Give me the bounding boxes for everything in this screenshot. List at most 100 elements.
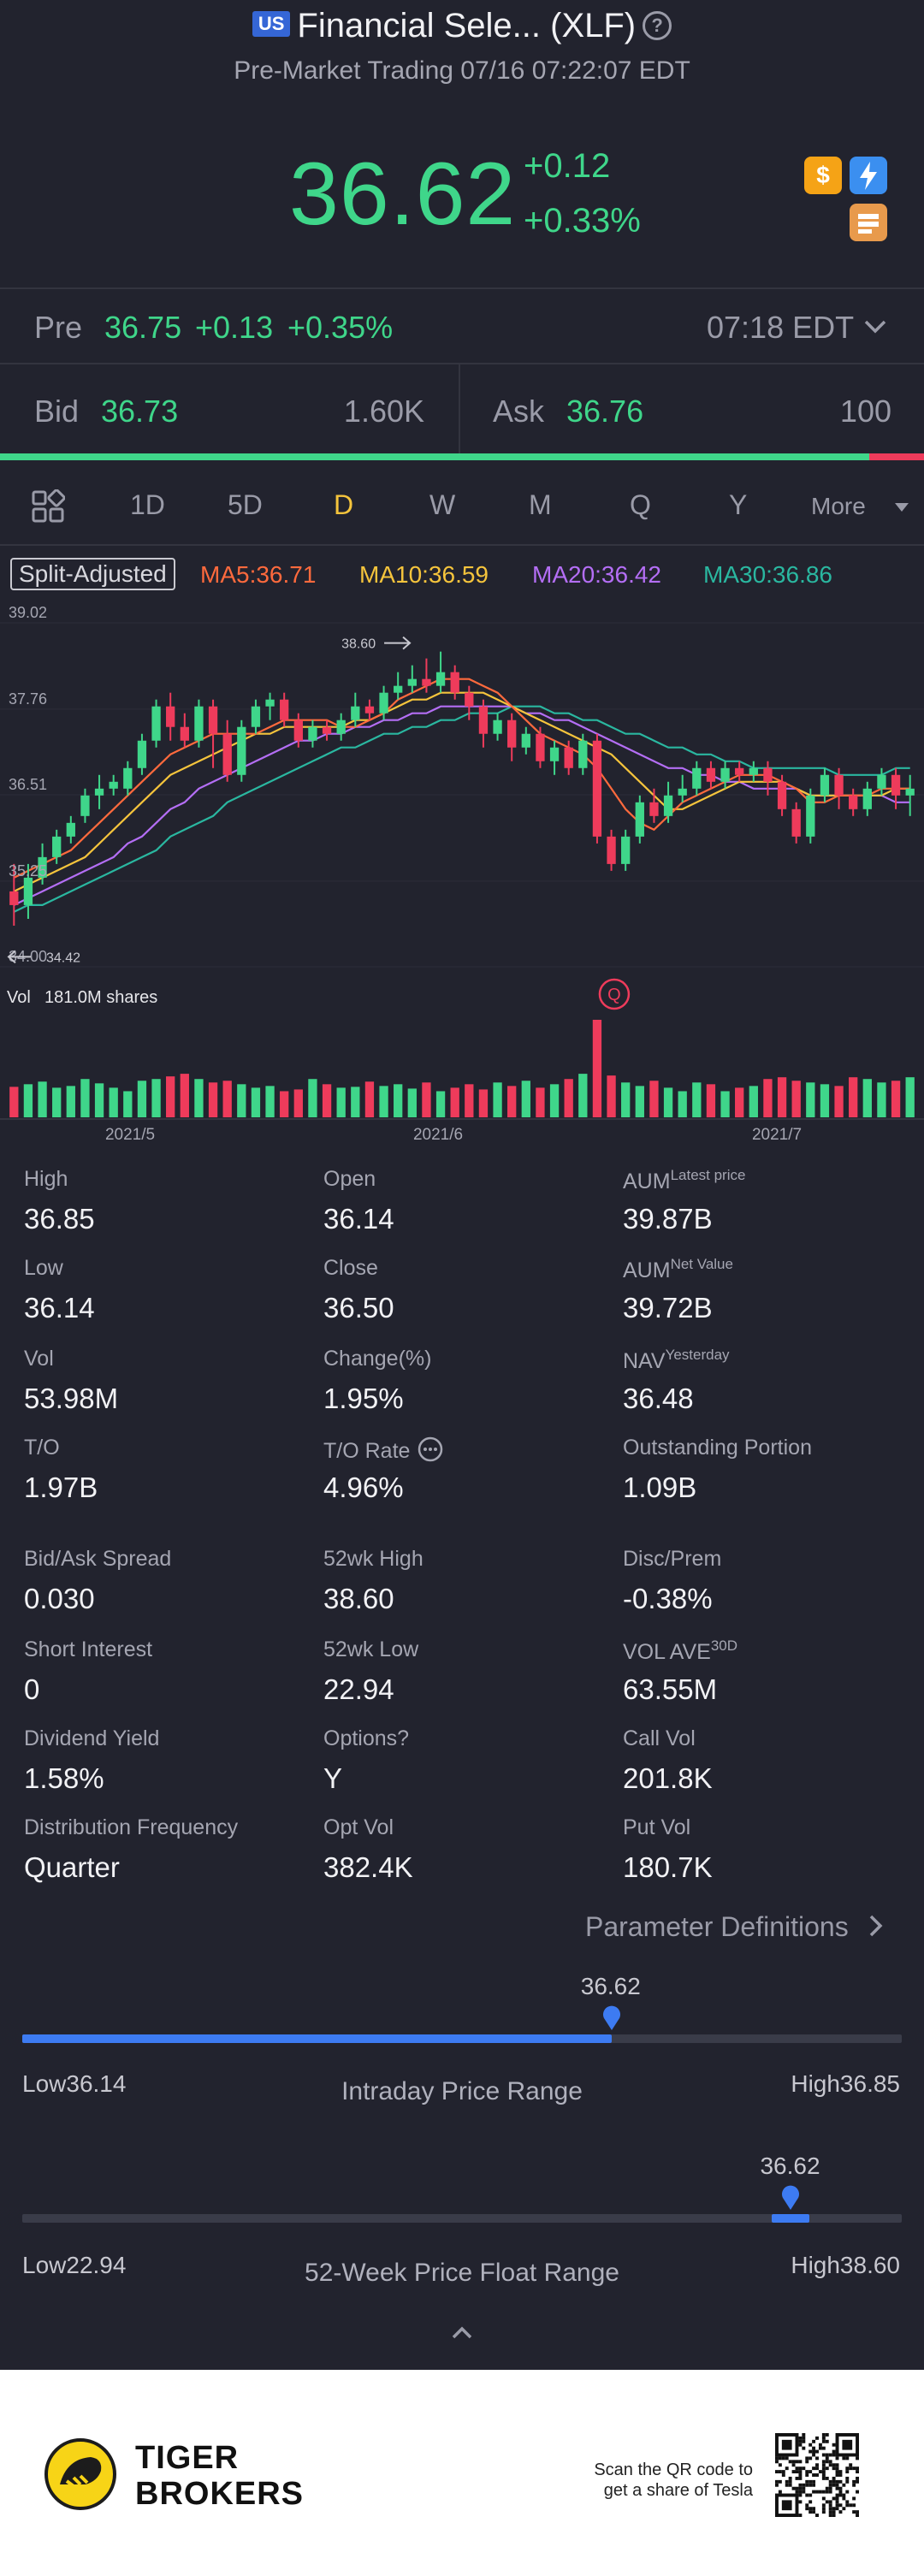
help-icon[interactable]: ? [643,11,672,40]
qr-code-icon[interactable] [775,2433,859,2517]
tab-more[interactable]: More [811,493,866,519]
volume-bar [52,1087,62,1117]
stat-value: 180.7K [623,1851,713,1883]
stat-label: Dividend Yield [24,1726,160,1750]
stat-value: 0 [24,1673,40,1705]
candle [137,733,147,775]
stat-value: 36.14 [323,1203,394,1235]
ma10-label: MA10:36.59 [359,561,489,588]
chevron-up-icon[interactable] [450,2320,474,2344]
stat-label: Bid/Ask Spread [24,1547,172,1571]
price-change-percent: +0.33% [524,202,641,240]
page-title[interactable]: Financial Sele... (XLF) [297,7,637,44]
layout-grid-icon[interactable] [31,489,65,524]
stat-value: 36.85 [24,1203,95,1235]
candle [66,815,75,844]
ma5-line [13,678,910,879]
stat-label: Disc/Prem [623,1547,722,1571]
education-icon[interactable] [850,204,887,241]
volume-bar [663,1087,673,1117]
volume-bar [208,1082,218,1117]
earnings-event-icon[interactable] [598,978,631,1010]
candle [578,733,588,775]
candle [394,672,403,700]
last-price: 36.62 [289,145,517,244]
candle [265,692,275,720]
tab-5d[interactable]: 5D [228,489,263,520]
ma20-label: MA20:36.42 [532,561,661,588]
volume-bar [678,1091,687,1117]
pre-market-row[interactable]: Pre 36.75 +0.13 +0.35% 07:18 EDT [0,289,924,363]
candle [9,863,19,926]
volume-bar [308,1079,317,1117]
tab-w[interactable]: W [429,489,456,520]
parameter-definitions-link[interactable]: Parameter Definitions [585,1911,884,1943]
intraday-high: High36.85 [791,2070,900,2097]
volume-bar [364,1081,375,1117]
candle [806,788,815,844]
volume-bar [80,1079,90,1117]
lightning-icon[interactable] [850,157,887,194]
tab-y[interactable]: Y [729,489,748,520]
divider [459,364,460,455]
tab-d[interactable]: D [334,489,354,520]
caret-down-icon[interactable] [893,501,910,513]
week52-fill [772,2214,810,2223]
tab-1d[interactable]: 1D [130,489,165,520]
volume-bar [735,1087,744,1117]
candle [109,774,118,796]
candle [877,767,886,796]
high-marker-label: 38.60 [341,637,376,652]
volume-bar [237,1084,246,1117]
stat-value: -0.38% [623,1583,713,1614]
moving-average-legend: Split-Adjusted MA5:36.71 MA10:36.59 MA20… [0,558,924,595]
stat-value: 63.55M [623,1673,718,1705]
candle [180,713,189,748]
bid-price: 36.73 [101,394,179,429]
stat-value: Quarter [24,1851,120,1883]
stat-value: Y [323,1762,343,1794]
intraday-low: Low36.14 [22,2070,127,2097]
stat-value: 38.60 [323,1583,394,1614]
candle [735,761,744,782]
volume-bar [777,1077,787,1117]
week52-track [22,2214,902,2223]
tab-q[interactable]: Q [630,489,651,520]
candle [293,713,303,748]
stat-value: 382.4K [323,1851,413,1883]
candle [592,733,602,844]
volume-bar [251,1087,261,1117]
candle [791,802,801,844]
volume-bar [536,1087,545,1117]
volume-bar [720,1091,730,1117]
volume-bar [763,1079,773,1117]
intraday-marker-icon [602,2005,620,2030]
stat-label: Short Interest [24,1637,153,1661]
price-change: +0.12 [524,147,611,185]
more-info-icon[interactable] [417,1436,444,1463]
candle [364,699,375,720]
volume-bar [578,1074,588,1117]
candle [862,781,872,816]
footer-banner: TIGER BROKERS Scan the QR code to get a … [0,2370,924,2576]
chevron-down-icon[interactable] [862,318,888,335]
candle [351,692,360,727]
candle [407,665,417,693]
volume-bar [820,1084,830,1117]
volume-bar [265,1086,275,1117]
title-row: US Financial Sele... (XLF)? [0,7,924,45]
scan-text-line1: Scan the QR code to [594,2461,753,2479]
volume-bar [394,1084,403,1117]
stat-label: T/O Rate [323,1436,444,1464]
dollar-icon[interactable]: $ [804,157,842,194]
stat-label: Put Vol [623,1815,691,1839]
volume-bar [9,1087,19,1117]
high-arrow-icon [384,636,412,650]
ma5-label: MA5:36.71 [200,561,317,588]
volume-value: 181.0M shares [44,988,157,1007]
tab-m[interactable]: M [529,489,552,520]
split-adjusted-toggle[interactable]: Split-Adjusted [10,558,175,590]
parameter-definitions-label: Parameter Definitions [585,1911,849,1942]
volume-bar [635,1086,644,1117]
